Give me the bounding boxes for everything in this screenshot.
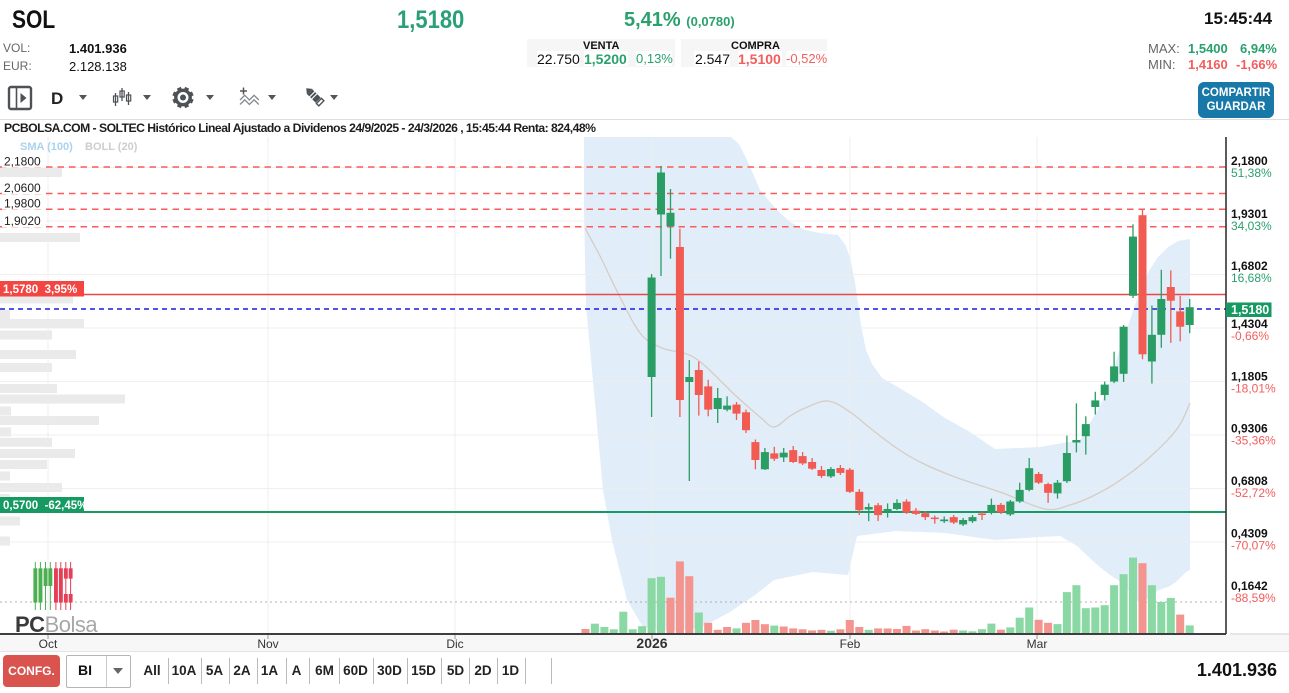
- svg-text:-70,07%: -70,07%: [1231, 539, 1276, 553]
- svg-text:SMA (100): SMA (100): [20, 141, 73, 153]
- svg-text:2,1800: 2,1800: [4, 155, 41, 169]
- svg-text:16,68%: 16,68%: [1231, 271, 1272, 285]
- svg-text:2,1800: 2,1800: [1231, 154, 1268, 168]
- svg-text:1,9020: 1,9020: [4, 214, 41, 228]
- svg-text:1,5180: 1,5180: [1231, 303, 1269, 317]
- svg-text:1,6802: 1,6802: [1231, 259, 1268, 273]
- svg-text:-18,01%: -18,01%: [1231, 382, 1276, 396]
- svg-text:1,9301: 1,9301: [1231, 207, 1268, 221]
- svg-text:Mar: Mar: [1027, 637, 1048, 651]
- svg-text:-0,66%: -0,66%: [1231, 329, 1269, 343]
- svg-text:-35,36%: -35,36%: [1231, 434, 1276, 448]
- svg-text:Nov: Nov: [257, 637, 278, 651]
- svg-text:1,9800: 1,9800: [4, 197, 41, 211]
- svg-text:0,5700 -62,45%: 0,5700 -62,45%: [3, 500, 87, 512]
- svg-text:1,5780 3,95%: 1,5780 3,95%: [3, 284, 77, 296]
- svg-text:PCBOLSA.COM - SOLTEC Histórico: PCBOLSA.COM - SOLTEC Histórico Lineal Aj…: [4, 121, 596, 135]
- svg-text:BOLL (20): BOLL (20): [85, 141, 138, 153]
- svg-text:0,9306: 0,9306: [1231, 422, 1268, 436]
- svg-text:PCBolsa: PCBolsa: [15, 612, 98, 637]
- svg-text:2,0600: 2,0600: [4, 181, 41, 195]
- svg-text:D: D: [51, 89, 63, 108]
- svg-text:51,38%: 51,38%: [1231, 166, 1272, 180]
- svg-text:Dic: Dic: [446, 637, 463, 651]
- svg-text:2026: 2026: [636, 635, 667, 651]
- svg-text:0,1642: 0,1642: [1231, 579, 1268, 593]
- svg-text:0,6808: 0,6808: [1231, 474, 1268, 488]
- svg-text:1,4304: 1,4304: [1231, 317, 1268, 331]
- svg-text:Feb: Feb: [840, 637, 861, 651]
- svg-text:-88,59%: -88,59%: [1231, 591, 1276, 605]
- svg-text:-52,72%: -52,72%: [1231, 486, 1276, 500]
- svg-text:1,1805: 1,1805: [1231, 370, 1268, 384]
- svg-text:Oct: Oct: [39, 637, 58, 651]
- svg-text:34,03%: 34,03%: [1231, 219, 1272, 233]
- svg-text:0,4309: 0,4309: [1231, 527, 1268, 541]
